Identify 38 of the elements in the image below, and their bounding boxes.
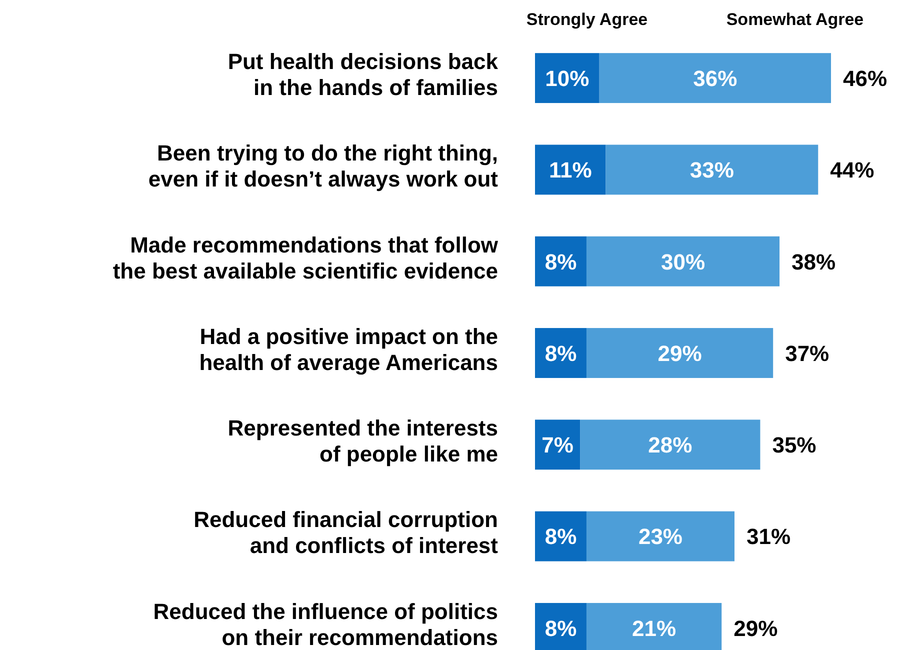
total-label: 46%	[843, 66, 888, 91]
data-label: 33%	[690, 158, 734, 183]
y-tick-label: Made recommendations that follow the best available scientific evidence	[112, 232, 499, 284]
total-label: 44%	[830, 158, 874, 183]
y-tick-label: Reduced financial corruption and conflicts of interest	[194, 507, 499, 558]
data-label: 7%	[542, 432, 574, 458]
bar	[586, 236, 780, 286]
total-label: 29%	[734, 616, 778, 641]
bar	[586, 511, 734, 562]
y-tick-label: Had a positive impact on the health of average Americans	[199, 324, 498, 375]
data-label: 30%	[660, 249, 706, 274]
data-label: 36%	[693, 66, 738, 91]
data-label: 23%	[638, 524, 682, 550]
data-label: 21%	[632, 616, 676, 641]
y-tick-label: Represented the interests of people like me	[228, 416, 498, 467]
data-label: 29%	[658, 340, 702, 366]
bar	[535, 420, 580, 470]
bar	[606, 144, 818, 195]
bar	[586, 328, 774, 378]
data-label: 8%	[544, 249, 577, 274]
series-label: Strongly Agree	[526, 10, 648, 29]
series-label: Somewhat Agree	[726, 10, 864, 29]
total-label: 31%	[746, 524, 791, 550]
y-tick-label: Reduced the influence of politics on their recommendations	[153, 598, 498, 650]
bar	[599, 53, 831, 104]
bar	[580, 420, 760, 470]
y-tick-label: Put health decisions back in the hands of families	[228, 48, 499, 100]
total-label: 37%	[785, 340, 830, 366]
data-label: 8%	[544, 340, 577, 366]
bar	[535, 144, 606, 195]
data-label: 10%	[545, 66, 590, 91]
data-label: 11%	[548, 158, 592, 183]
total-label: 35%	[772, 432, 816, 458]
data-label: 28%	[648, 432, 692, 458]
data-label: 8%	[544, 616, 577, 641]
total-label: 38%	[792, 249, 836, 274]
data-label: 8%	[544, 524, 577, 550]
y-tick-label: Been trying to do the right thing, even if it doesn’t always work out	[148, 140, 499, 192]
